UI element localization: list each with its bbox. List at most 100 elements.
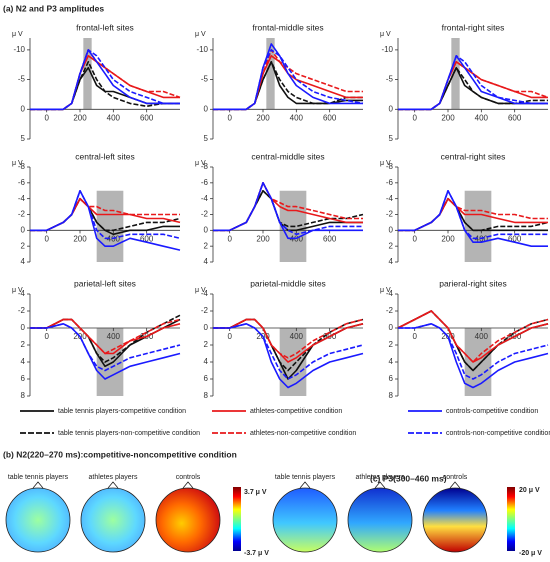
series-line [30, 49, 180, 111]
series-line [213, 318, 364, 359]
chart: frontal-left sites μ V -10 -5 0 5 0 200 400 600 [12, 22, 181, 143]
group-label: controls [176, 474, 201, 481]
y-tick-label: -5 [386, 75, 394, 84]
x-tick-label: 400 [107, 113, 121, 122]
topomap [272, 487, 338, 553]
highlight-window [83, 38, 92, 110]
y-axis-label: μ V [12, 160, 23, 167]
legend-label: table tennis players-competitive conditi… [58, 408, 186, 415]
x-tick-label: 0 [412, 113, 417, 122]
y-axis-label: μ V [380, 31, 391, 38]
chart-title: central-left sites [75, 151, 135, 161]
series-line [213, 49, 364, 111]
y-tick-label: -2 [201, 210, 209, 219]
y-tick-label: -5 [201, 75, 209, 84]
y-tick-label: -10 [196, 45, 208, 54]
x-tick-label: 0 [44, 113, 49, 122]
y-tick-label: -10 [381, 45, 393, 54]
y-tick-label: -2 [386, 306, 394, 315]
y-axis-label: μ V [12, 287, 23, 294]
group-label: athletes players [355, 474, 405, 481]
y-axis-label: μ V [195, 287, 206, 294]
y-tick-label: -4 [18, 289, 26, 298]
x-tick-label: 400 [475, 332, 489, 341]
x-tick-label: 600 [140, 113, 154, 122]
colorbar-label: 3.7 μ V [244, 489, 267, 496]
legend-label: controls-competitive condition [446, 408, 538, 415]
x-tick-label: 200 [441, 234, 455, 243]
y-tick-label: 5 [21, 134, 26, 143]
chart: frontal-middle sites μ V -10 -5 0 5 0 200 400 600 [195, 22, 364, 143]
topomap [80, 487, 146, 553]
colorbar-label: -20 μ V [519, 550, 542, 557]
series-line [213, 61, 363, 111]
y-tick-label: 4 [21, 357, 26, 366]
section-title: (b) N2(220–270 ms):competitive-noncompet… [3, 449, 237, 459]
y-tick-label: -4 [386, 289, 394, 298]
topomaps [5, 481, 488, 553]
y-tick-label: 2 [21, 241, 26, 250]
section-title: (c) P3(300–460 ms) [370, 473, 447, 483]
chart-title: frontal-middle sites [252, 22, 323, 32]
y-tick-label: 0 [21, 104, 26, 113]
y-tick-label: 4 [389, 257, 394, 266]
x-tick-label: 0 [227, 234, 232, 243]
legend-label: table tennis players-non-competitive con… [58, 430, 200, 437]
y-tick-label: 2 [204, 241, 209, 250]
section-title: (a) N2 and P3 amplitudes [3, 3, 104, 13]
series-line [30, 49, 181, 111]
y-tick-label: -6 [201, 178, 209, 187]
colorbar-label: -3.7 μ V [244, 550, 269, 557]
colorbar [507, 487, 515, 551]
legend-label: athletes-competitive condition [250, 408, 342, 415]
y-tick-label: 0 [389, 225, 394, 234]
y-tick-label: -8 [201, 162, 209, 171]
x-tick-label: 600 [508, 113, 522, 122]
y-tick-label: 0 [204, 323, 209, 332]
x-tick-label: 0 [44, 332, 49, 341]
series-line [213, 49, 363, 111]
chart-title: central-right sites [441, 151, 506, 161]
topomap [347, 487, 413, 553]
series-line [398, 55, 548, 111]
series-line [30, 49, 180, 111]
y-axis-label: μ V [195, 160, 206, 167]
chart-title: central-middle sites [251, 151, 324, 161]
x-tick-label: 0 [227, 332, 232, 341]
x-tick-label: 600 [140, 234, 154, 243]
series-line [398, 190, 548, 240]
chart-title: frontal-right sites [442, 22, 505, 32]
y-tick-label: -4 [201, 194, 209, 203]
series-line [398, 323, 549, 380]
y-tick-label: -2 [201, 306, 209, 315]
y-tick-label: -6 [386, 178, 394, 187]
x-tick-label: 0 [412, 332, 417, 341]
series-line [397, 310, 549, 363]
y-tick-label: 6 [204, 374, 209, 383]
series-line [30, 61, 180, 111]
x-tick-label: 0 [227, 113, 232, 122]
y-tick-label: 5 [204, 134, 209, 143]
y-tick-label: -6 [18, 178, 26, 187]
x-tick-label: 0 [412, 234, 417, 243]
y-tick-label: 6 [389, 374, 394, 383]
legend-label: athletes-non-competitive condition [250, 430, 356, 437]
chart-title: parietal-left sites [74, 278, 136, 288]
colorbar-label: 20 μ V [519, 487, 540, 494]
chart-title: parietal-middle sites [250, 278, 326, 288]
y-tick-label: 4 [21, 257, 26, 266]
y-tick-label: -2 [18, 210, 26, 219]
series-line [213, 182, 363, 236]
group-label: table tennis players [275, 474, 336, 481]
x-tick-label: 400 [290, 113, 304, 122]
y-tick-label: -4 [18, 194, 26, 203]
x-tick-label: 600 [323, 234, 337, 243]
series-line [30, 318, 181, 355]
y-tick-label: -5 [18, 75, 26, 84]
